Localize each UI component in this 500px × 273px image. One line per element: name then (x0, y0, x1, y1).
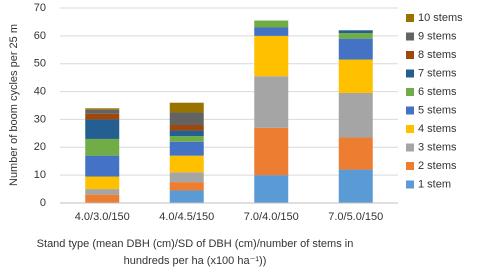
legend-label: 4 stems (418, 123, 457, 135)
legend-label: 10 stems (418, 12, 463, 24)
x-tick-label: 4.0/4.5/150 (159, 211, 214, 223)
bar-segment (169, 136, 204, 142)
bar-segment (338, 33, 373, 39)
bar-segment (338, 137, 373, 170)
bar-segment (338, 30, 373, 34)
legend-label: 3 stems (418, 141, 457, 153)
bar-segment (169, 182, 204, 191)
bar-segment (169, 130, 204, 137)
bar-segment (254, 35, 289, 77)
x-tick-label: 4.0/3.0/150 (75, 211, 130, 223)
legend-label: 1 stem (418, 178, 451, 190)
y-axis-label: Number of boom cycles per 25 m (8, 24, 20, 186)
y-tick-label: 20 (34, 141, 46, 153)
legend-swatch (406, 14, 414, 22)
y-tick-label: 50 (34, 58, 46, 70)
legend-label: 2 stems (418, 160, 457, 172)
bar-segment (169, 155, 204, 173)
legend-swatch (406, 88, 414, 96)
legend-swatch (406, 51, 414, 59)
bar-segment (338, 92, 373, 138)
x-tick-label: 7.0/4.0/150 (244, 211, 299, 223)
bar-segment (85, 119, 120, 139)
bar-segment (338, 59, 373, 93)
bar-segment (338, 38, 373, 60)
bar-segment (254, 127, 289, 176)
bar-segment (169, 125, 204, 131)
bar-segment (85, 109, 120, 114)
y-tick-label: 0 (40, 197, 46, 209)
bar-segment (85, 108, 120, 110)
legend-swatch (406, 125, 414, 133)
bar-segment (85, 155, 120, 177)
bar-segment (169, 112, 204, 125)
bar-segment (85, 189, 120, 195)
x-axis-label: Stand type (mean DBH (cm)/SD of DBH (cm)… (37, 238, 354, 250)
bar-segment (169, 141, 204, 156)
y-tick-label: 30 (34, 113, 46, 125)
legend-swatch (406, 32, 414, 41)
x-axis-label: hundreds per ha (x100 ha⁻¹)) (124, 255, 267, 267)
legend-label: 6 stems (418, 86, 457, 98)
bar-segment (254, 27, 289, 36)
y-tick-label: 10 (34, 169, 46, 181)
legend-swatch (406, 180, 414, 189)
legend-swatch (406, 106, 414, 115)
legend-label: 9 stems (418, 30, 457, 42)
bar-segment (85, 138, 120, 156)
legend-swatch (406, 143, 414, 152)
bar-segment (169, 102, 204, 113)
bar-segment (254, 20, 289, 28)
bar-segment (85, 176, 120, 190)
y-tick-label: 60 (34, 30, 46, 42)
legend-swatch (406, 162, 414, 170)
legend-label: 7 stems (418, 67, 457, 79)
bar-segment (169, 172, 204, 183)
bar-segment (85, 194, 120, 203)
bar-segment (254, 76, 289, 128)
legend-swatch (406, 69, 414, 78)
x-tick-label: 7.0/5.0/150 (328, 211, 383, 223)
bar-segment (254, 175, 289, 203)
legend-label: 8 stems (418, 49, 457, 61)
bar-segment (85, 113, 120, 120)
bar-segment (169, 190, 204, 203)
y-tick-label: 70 (34, 2, 46, 14)
y-tick-label: 40 (34, 85, 46, 97)
legend-label: 5 stems (418, 104, 457, 116)
bar-segment (338, 169, 373, 203)
